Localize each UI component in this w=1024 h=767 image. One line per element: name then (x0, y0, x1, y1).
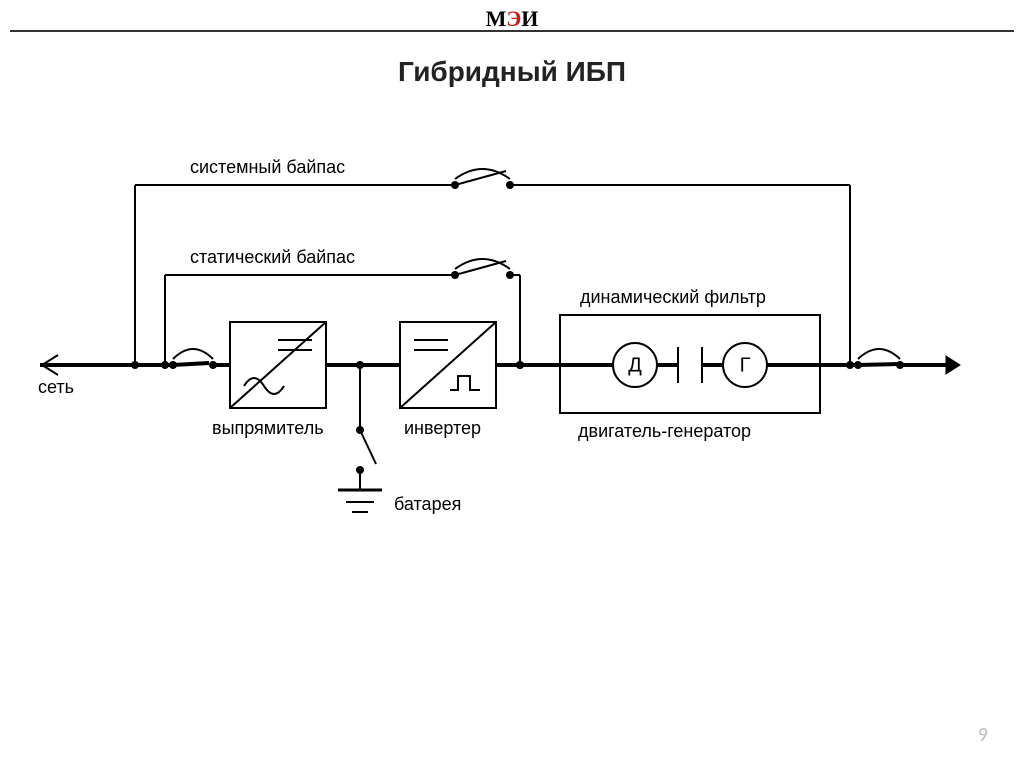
svg-text:Д: Д (628, 354, 642, 376)
label-motor-generator: двигатель-генератор (578, 421, 751, 442)
label-static-bypass: статический байпас (190, 247, 355, 268)
slide-title-text: Гибридный ИБП (398, 56, 626, 87)
header-logo: МЭИ (486, 6, 539, 32)
svg-text:Г: Г (740, 354, 751, 376)
label-rectifier: выпрямитель (212, 418, 324, 439)
page-number-text: 9 (978, 723, 988, 747)
ups-diagram: ДГ сеть системный байпас статический бай… (40, 130, 980, 590)
logo-letter-m: М (486, 6, 507, 31)
label-system-bypass: системный байпас (190, 157, 345, 178)
label-battery: батарея (394, 494, 461, 515)
slide-title: Гибридный ИБП (398, 56, 626, 88)
ups-diagram-svg: ДГ (40, 130, 980, 590)
page-number: 9 (978, 723, 988, 747)
label-inverter: инвертер (404, 418, 481, 439)
label-dynamic-filter: динамический фильтр (580, 287, 766, 308)
label-net: сеть (38, 377, 74, 398)
header-rule (10, 30, 1014, 32)
logo-letter-e: Э (506, 6, 521, 31)
logo-letter-i: И (521, 6, 538, 31)
